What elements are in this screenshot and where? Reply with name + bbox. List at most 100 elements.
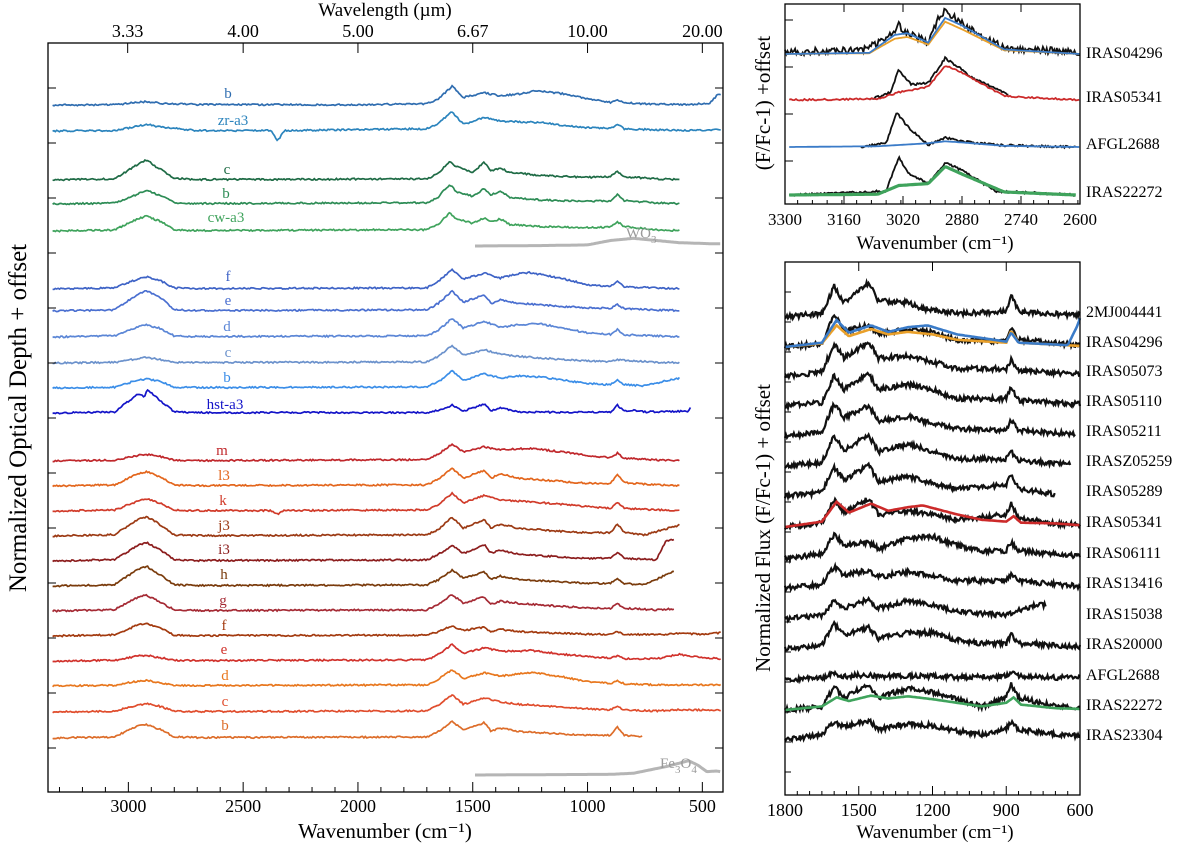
top-right-y-axis-title: (F/Fc-1) +offset — [751, 36, 775, 171]
left-series-23-label: b — [221, 718, 229, 734]
top-right-x-tick-label-3160: 3160 — [827, 210, 861, 229]
left-series-labels: bzr-a3cbcw-a3fedcbhst-a3ml3kj3i3hgfedcbs… — [0, 0, 248, 734]
left-series-11-label: hst-a3 — [207, 397, 244, 413]
left-series-21-label: d — [221, 668, 229, 684]
bottom-right-x-tick-label-1500: 1500 — [841, 800, 877, 820]
top-right-series-7-line — [789, 140, 1080, 148]
left-series-7-label: e — [225, 293, 232, 309]
reference-label-2: Fe3O4 — [660, 756, 697, 776]
left-series-10-line — [52, 369, 681, 390]
bottom-right-label-IRASZ05259: IRASZ05259 — [1086, 453, 1172, 470]
left-series-9-line — [52, 344, 680, 365]
left-series-3-label: c — [224, 162, 231, 178]
bottom-right-label-IRAS05073: IRAS05073 — [1086, 363, 1162, 380]
left-top-tick-label-4: 10.00 — [567, 21, 608, 41]
left-reference-curves — [475, 236, 721, 777]
left-series-15-label: j3 — [217, 518, 230, 534]
bottom-right-label-IRAS23304: IRAS23304 — [1086, 727, 1162, 744]
bottom-right-label-AFGL2688: AFGL2688 — [1086, 667, 1160, 684]
top-right-x-tick-label-2740: 2740 — [1004, 210, 1038, 229]
top-right-label-IRAS04296: IRAS04296 — [1086, 45, 1162, 62]
left-series-group — [52, 84, 722, 740]
bottom-right-series-15-line — [783, 619, 1082, 652]
top-right-plot-frame — [784, 3, 1081, 205]
bottom-right-series-11-line — [784, 499, 1081, 529]
top-right-axis-ticks: 3300 3160 3020 2880 2740 2600 — [768, 4, 1097, 229]
top-right-series-8-line — [789, 154, 1076, 197]
bottom-right-y-axis-title: Normalized Flux (F/Fc-1) + offset — [751, 384, 775, 672]
left-series-4-label: b — [222, 186, 230, 202]
bottom-right-series-1-line — [784, 277, 1081, 322]
left-series-17-label: h — [220, 567, 228, 583]
left-series-12-label: m — [216, 443, 228, 459]
bottom-right-label-IRAS22272: IRAS22272 — [1086, 697, 1162, 714]
left-series-17-line — [52, 565, 674, 588]
bottom-right-series-10-line — [784, 496, 1081, 531]
bottom-right-label-2MJ004441: 2MJ004441 — [1086, 304, 1162, 321]
left-series-6-line — [52, 268, 680, 291]
left-series-12-line — [52, 443, 680, 463]
bottom-right-label-IRAS06111: IRAS06111 — [1086, 545, 1161, 562]
left-series-11-line — [52, 388, 692, 415]
left-panel: bzr-a3cbcw-a3fedcbhst-a3ml3kj3i3hgfedcbs… — [0, 0, 724, 843]
left-x-tick-label-2000: 2000 — [340, 796, 376, 816]
left-series-7-line — [52, 289, 680, 313]
top-right-series-5-line — [788, 65, 1080, 102]
bottom-right-label-IRAS04296: IRAS04296 — [1086, 334, 1162, 351]
bottom-right-series-13-line — [783, 561, 1081, 593]
left-x-tick-label-2500: 2500 — [225, 796, 261, 816]
left-series-14-line — [52, 491, 680, 516]
bottom-right-x-axis-title: Wavenumber (cm⁻¹) — [856, 822, 1013, 843]
left-top-tick-label-1: 4.00 — [227, 21, 259, 41]
bottom-right-axis-ticks: 1800 1500 1200 900 600 — [767, 262, 1094, 820]
bottom-right-series-17-line — [783, 682, 1081, 714]
left-top-tick-label-2: 5.00 — [342, 21, 374, 41]
left-series-8-line — [52, 318, 680, 339]
top-right-series-group — [784, 7, 1081, 197]
left-series-22-line — [52, 694, 721, 714]
left-series-8-label: d — [223, 319, 231, 335]
top-right-x-tick-label-3020: 3020 — [886, 210, 920, 229]
left-series-23-line — [52, 720, 643, 740]
bottom-right-series-labels: 2MJ004441 IRAS04296 IRAS05073 IRAS05110 IRAS… — [1086, 304, 1172, 744]
left-series-13-label: l3 — [218, 468, 230, 484]
left-series-22-label: c — [222, 694, 229, 710]
bottom-right-series-12-line — [784, 531, 1082, 565]
bottom-right-series-7-line — [783, 400, 1076, 441]
top-right-series-4-line — [868, 55, 1009, 101]
left-series-1-line — [52, 84, 721, 107]
bottom-right-series-14-line — [784, 595, 1047, 624]
top-right-series-9-line — [789, 165, 1076, 197]
reference-label-1: WO3 — [626, 226, 657, 246]
bottom-right-series-18-line — [784, 694, 1080, 712]
top-right-series-1-line — [784, 7, 1080, 58]
left-reference-labels: WO3 Fe3O4 — [626, 226, 697, 776]
left-x-tick-label-1500: 1500 — [455, 796, 491, 816]
left-series-2-label: zr-a3 — [218, 113, 249, 129]
left-x-tick-label-3000: 3000 — [110, 796, 146, 816]
left-top-tick-label-5: 20.00 — [682, 21, 723, 41]
bottom-right-series-4-line — [784, 317, 1082, 349]
left-series-10-label: b — [223, 370, 231, 386]
left-series-3-line — [52, 159, 680, 182]
top-right-x-axis-title: Wavenumber (cm⁻¹) — [856, 233, 1013, 254]
left-x-tick-label-1000: 1000 — [570, 796, 606, 816]
top-right-label-AFGL2688: AFGL2688 — [1086, 136, 1160, 153]
left-series-4-line — [52, 184, 680, 206]
left-series-16-label: i3 — [218, 542, 230, 558]
left-series-2-line — [52, 111, 721, 142]
left-series-15-line — [52, 515, 680, 538]
left-top-tick-label-3: 6.67 — [457, 21, 489, 41]
top-right-series-labels: IRAS04296 IRAS05341 AFGL2688 IRAS22272 — [1086, 45, 1162, 201]
reference-curve-2 — [475, 759, 721, 777]
bottom-right-label-IRAS05341: IRAS05341 — [1086, 514, 1162, 531]
bottom-right-x-tick-label-600: 600 — [1067, 800, 1094, 820]
left-series-5-label: cw-a3 — [208, 210, 245, 226]
bottom-right-label-IRAS05211: IRAS05211 — [1086, 423, 1162, 440]
bottom-right-series-2-line — [783, 313, 1081, 353]
bottom-right-label-IRAS05110: IRAS05110 — [1086, 393, 1162, 410]
left-series-13-line — [52, 467, 680, 488]
left-x-axis-title: Wavenumber (cm⁻¹) — [298, 819, 472, 843]
left-series-20-label: e — [221, 642, 228, 658]
